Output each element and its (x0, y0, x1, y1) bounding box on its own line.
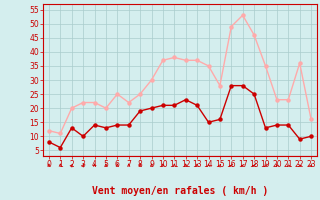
Text: Vent moyen/en rafales ( km/h ): Vent moyen/en rafales ( km/h ) (92, 186, 268, 196)
